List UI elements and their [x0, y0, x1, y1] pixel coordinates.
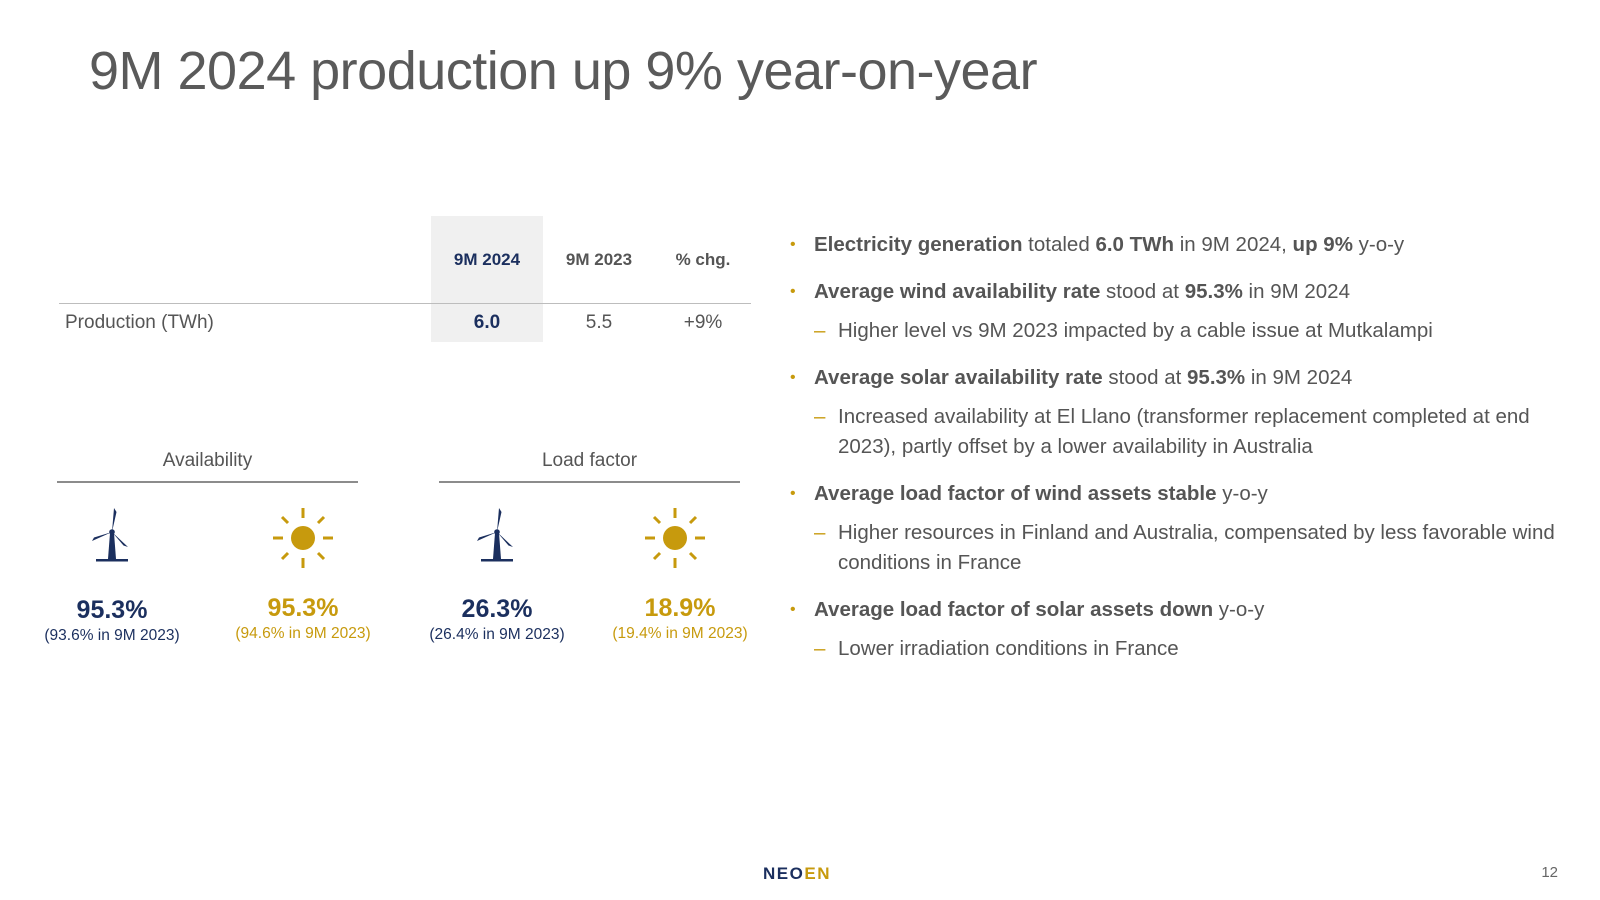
load-factor-solar-value: 18.9%: [644, 594, 716, 622]
load-factor-divider: [439, 481, 740, 483]
cell-9m-2024: 6.0: [473, 312, 501, 333]
bullet-solar-load-factor: • Average load factor of solar assets do…: [790, 598, 1265, 621]
page-title: 9M 2024 production up 9% year-on-year: [89, 41, 1038, 101]
cell-pct-change: +9%: [683, 312, 723, 333]
availability-solar-value: 95.3%: [267, 594, 339, 622]
row-label-production: Production (TWh): [65, 312, 214, 333]
availability-wind-value: 95.3%: [76, 596, 148, 624]
sub-bullet-solar-load-factor: – Lower irradiation conditions in France: [814, 637, 1179, 660]
header-9m-2023: 9M 2023: [565, 250, 633, 269]
load-factor-title: Load factor: [541, 450, 638, 471]
load-factor-wind-prev: (26.4% in 9M 2023): [429, 626, 565, 643]
table-divider: [59, 303, 751, 304]
wind-turbine-icon: [477, 508, 513, 562]
brand-logo: NEOEN: [763, 864, 831, 883]
bullet-wind-load-factor: • Average load factor of wind assets sta…: [790, 482, 1268, 505]
sub-bullet-solar-availability: – Increased availability at El Llano (tr…: [814, 405, 1530, 458]
load-factor-solar-prev: (19.4% in 9M 2023): [612, 625, 748, 642]
production-table: 9M 2024 9M 2023 % chg. Production (TWh) …: [59, 216, 751, 342]
header-pct-change: % chg.: [675, 250, 731, 269]
wind-turbine-icon: [92, 508, 128, 562]
current-period-highlight: [431, 216, 543, 342]
sun-icon: [273, 508, 333, 568]
cell-9m-2023: 5.5: [585, 312, 613, 333]
availability-divider: [57, 481, 358, 483]
availability-title: Availability: [162, 450, 253, 471]
load-factor-wind-value: 26.3%: [461, 595, 533, 623]
availability-wind-prev: (93.6% in 9M 2023): [44, 627, 180, 644]
bullet-solar-availability: • Average solar availability rate stood …: [790, 366, 1353, 389]
header-9m-2024: 9M 2024: [453, 250, 521, 269]
sun-icon: [645, 508, 705, 568]
sub-bullet-wind-load-factor: – Higher resources in Finland and Austra…: [814, 521, 1555, 574]
sub-bullet-wind-availability: – Higher level vs 9M 2023 impacted by a …: [814, 319, 1433, 342]
bullet-electricity-generation: • Electricity generation totaled 6.0 TWh…: [790, 233, 1405, 256]
commentary-list: • Electricity generation totaled 6.0 TWh…: [790, 230, 1570, 673]
page-number: 12: [1541, 864, 1558, 881]
bullet-wind-availability: • Average wind availability rate stood a…: [790, 280, 1350, 303]
availability-solar-prev: (94.6% in 9M 2023): [235, 625, 371, 642]
